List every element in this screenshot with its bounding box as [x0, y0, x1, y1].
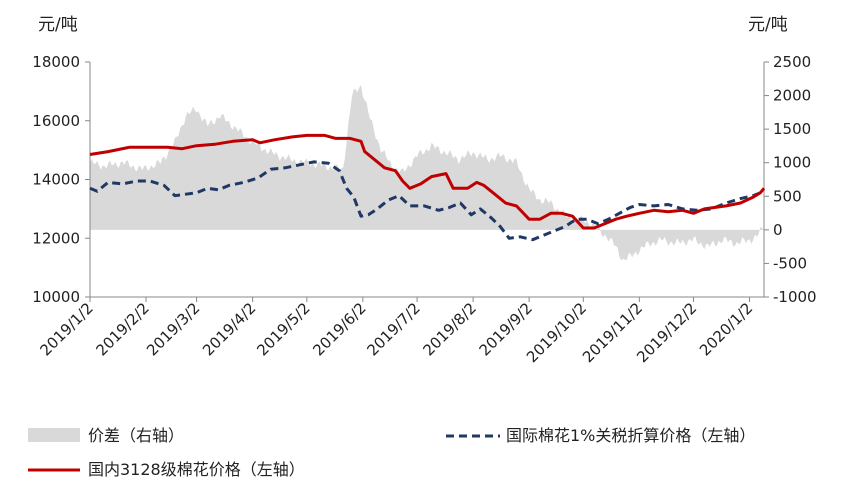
- left-tick-label: 18000: [32, 53, 80, 71]
- right-tick-label: -500: [773, 254, 807, 272]
- x-tick-label: 2019/7/2: [364, 299, 424, 359]
- right-tick-label: 2500: [773, 53, 811, 71]
- spread-area: [90, 85, 764, 261]
- left-tick-label: 14000: [32, 171, 80, 189]
- international-price-line: [89, 160, 765, 242]
- x-tick-label: 2019/5/2: [253, 299, 313, 359]
- spread-area-group: [90, 85, 764, 261]
- x-tick-label: 2019/3/2: [143, 299, 203, 359]
- x-tick-label: 2019/2/2: [92, 299, 152, 359]
- legend-label-international: 国际棉花1%关税折算价格（左轴）: [506, 426, 755, 445]
- right-tick-label: 1500: [773, 120, 811, 138]
- left-tick-label: 16000: [32, 112, 80, 130]
- legend-label-spread: 价差（右轴）: [88, 426, 184, 445]
- right-tick-label: -1000: [773, 288, 817, 306]
- legend-swatch-spread: [28, 428, 80, 442]
- legend: 价差（右轴） 国际棉花1%关税折算价格（左轴） 国内3128级棉花价格（左轴）: [28, 426, 755, 479]
- x-tick-label: 2019/8/2: [420, 299, 480, 359]
- right-tick-label: 2000: [773, 87, 811, 105]
- legend-label-domestic: 国内3128级棉花价格（左轴）: [88, 460, 305, 479]
- domestic-price-line: [89, 133, 766, 230]
- right-tick-label: 0: [773, 221, 783, 239]
- right-tick-label: 500: [773, 187, 802, 205]
- right-tick-label: 1000: [773, 154, 811, 172]
- series-lines-group: [89, 133, 766, 242]
- x-tick-label: 2019/4/2: [199, 299, 259, 359]
- left-tick-label: 10000: [32, 288, 80, 306]
- x-tick-label: 2019/6/2: [309, 299, 369, 359]
- left-tick-label: 12000: [32, 229, 80, 247]
- left-axis-unit: 元/吨: [38, 15, 78, 35]
- right-axis-unit: 元/吨: [748, 15, 788, 35]
- x-tick-label: 2019/1/2: [36, 299, 96, 359]
- x-tick-label: 2020/1/2: [696, 299, 756, 359]
